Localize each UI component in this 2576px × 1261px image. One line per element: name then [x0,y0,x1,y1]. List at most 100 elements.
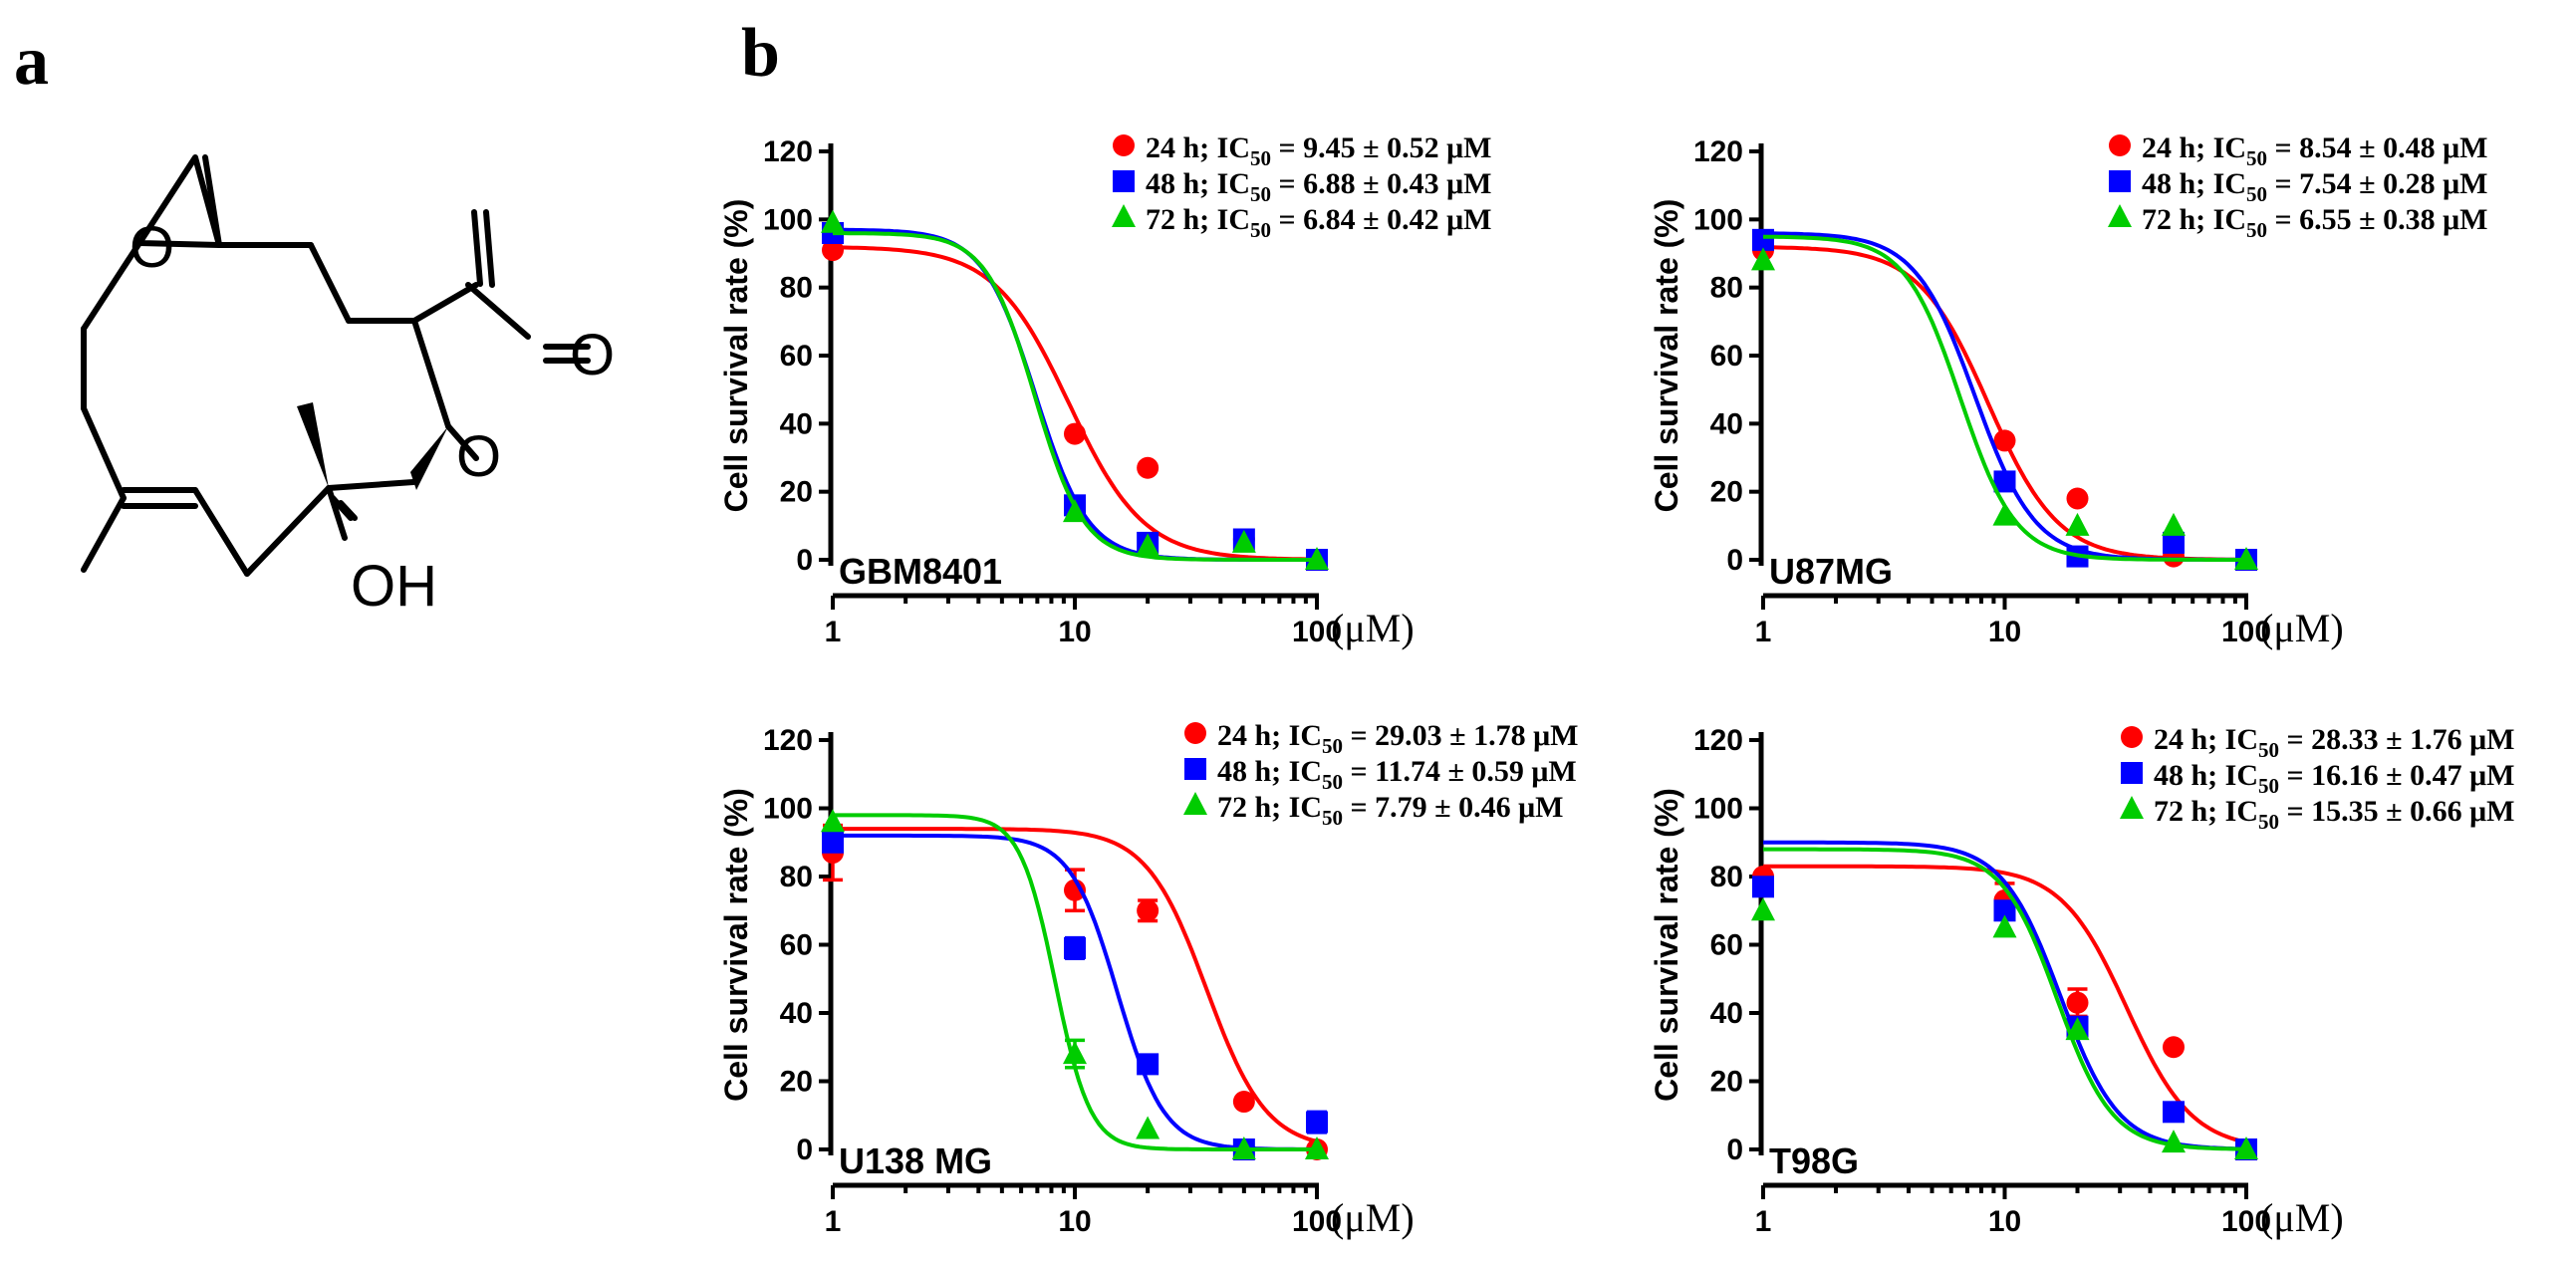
legend-entry: 48 h; IC50 = 7.54 ± 0.28 μM [2109,167,2487,206]
data-point-triangle-marker [2234,547,2258,570]
y-axis-title: Cell survival rate (%) [1649,788,1684,1102]
data-point-triangle-marker [2162,1130,2187,1153]
legend-entry: 48 h; IC50 = 6.88 ± 0.43 μM [1113,167,1491,206]
y-tick-label: 100 [1693,793,1743,826]
y-tick-label: 80 [1710,861,1743,893]
x-tick-label: 100 [1292,616,1342,648]
data-point-square-marker [1993,470,2016,493]
data-point-triangle-marker [821,209,845,233]
y-tick-label: 100 [1693,203,1743,236]
data-point-circle-marker [1064,422,1086,445]
x-tick-label: 100 [2221,616,2271,648]
x-tick-label: 10 [1058,616,1091,648]
fitted-curve [1763,840,2247,1151]
legend-circle-marker [1184,722,1206,744]
legend-entry: 72 h; IC50 = 15.35 ± 0.66 μM [2120,795,2514,834]
fitted-curve [832,245,1318,562]
data-point-triangle-marker [2234,1136,2258,1159]
data-point-circle-marker [1232,1091,1255,1114]
y-tick-label: 60 [780,340,813,373]
data-point-circle-marker [2066,487,2089,510]
legend-label: 48 h; IC50 = 11.74 ± 0.59 μM [1217,755,1577,794]
y-tick-label: 100 [763,203,813,236]
y-tick-label: 20 [1710,476,1743,509]
cell-line-label: U138 MG [839,1140,992,1181]
legend-label: 72 h; IC50 = 15.35 ± 0.66 μM [2154,795,2514,834]
series-72h [821,809,1329,1159]
legend-triangle-marker [2108,204,2132,227]
data-point-triangle-marker [1751,247,1775,271]
legend-circle-marker [2121,726,2143,748]
data-point-triangle-marker [1136,533,1160,557]
panel-label-b: b [741,15,780,92]
y-axis-title: Cell survival rate (%) [1649,199,1684,513]
series-72h [821,209,1329,570]
x-tick-label: 1 [1755,1205,1772,1238]
y-tick-label: 20 [780,1066,813,1099]
data-point-square-marker [2163,531,2186,554]
legend-entry: 72 h; IC50 = 7.79 ± 0.46 μM [1183,791,1563,830]
data-point-circle-marker [1993,429,2016,452]
y-tick-label: 40 [780,407,813,440]
legend-entry: 48 h; IC50 = 16.16 ± 0.47 μM [2121,759,2514,798]
x-tick-label: 100 [2221,1205,2271,1238]
data-point-square-marker [1752,228,1774,251]
data-point-circle-marker [1137,899,1159,922]
legend-entry: 24 h; IC50 = 8.54 ± 0.48 μM [2109,131,2487,170]
y-tick-label: 120 [763,724,813,757]
data-point-triangle-marker [1231,529,1256,553]
legend-circle-marker [1113,134,1135,156]
legend-entry: 72 h; IC50 = 6.55 ± 0.38 μM [2108,203,2487,242]
atom-epoxide-o: O [129,215,174,280]
fitted-curve [833,827,1318,1143]
x-unit-label: (μM) [1331,606,1415,650]
legend-label: 72 h; IC50 = 6.55 ± 0.38 μM [2142,203,2487,242]
legend-entry: 24 h; IC50 = 28.33 ± 1.76 μM [2121,723,2514,762]
data-point-square-marker [822,831,844,854]
legend-label: 24 h; IC50 = 9.45 ± 0.52 μM [1146,131,1491,170]
atom-lactone-o: O [456,424,501,489]
legend-square-marker [1113,170,1135,192]
data-point-triangle-marker [1305,547,1329,570]
series-72h [1751,847,2258,1159]
x-tick-label: 10 [1988,616,2021,648]
legend-label: 72 h; IC50 = 6.84 ± 0.42 μM [1146,203,1491,242]
cell-line-label: U87MG [1769,551,1893,592]
y-axis-title: Cell survival rate (%) [718,788,754,1102]
y-tick-label: 0 [1726,544,1743,577]
series-48h [822,831,1328,1160]
data-point-triangle-marker [2162,512,2187,536]
legend-label: 72 h; IC50 = 7.79 ± 0.46 μM [1217,791,1563,830]
data-point-triangle-marker [1305,1136,1329,1159]
legend-square-marker [1184,758,1206,780]
data-point-square-marker [2163,1101,2186,1124]
data-point-triangle-marker [821,809,845,833]
fitted-curve [1763,847,2247,1151]
data-point-triangle-marker [2065,1017,2090,1041]
data-point-square-marker [1137,1053,1159,1076]
data-point-triangle-marker [1751,897,1775,921]
y-tick-label: 80 [780,272,813,305]
legend-label: 24 h; IC50 = 28.33 ± 1.76 μM [2154,723,2514,762]
y-tick-label: 120 [1693,135,1743,168]
y-tick-label: 120 [763,135,813,168]
legend-entry: 72 h; IC50 = 6.84 ± 0.42 μM [1112,203,1491,242]
y-tick-label: 80 [780,861,813,893]
data-point-triangle-marker [1992,914,2017,938]
data-point-square-marker [1306,1111,1328,1134]
legend-label: 48 h; IC50 = 6.88 ± 0.43 μM [1146,167,1491,206]
data-point-square-marker [1064,936,1086,959]
y-tick-label: 0 [796,544,813,577]
x-unit-label: (μM) [1331,1195,1415,1240]
legend-triangle-marker [2120,796,2144,819]
x-tick-label: 1 [1755,616,1772,648]
y-tick-label: 100 [763,793,813,826]
y-tick-label: 40 [780,997,813,1030]
legend-entry: 48 h; IC50 = 11.74 ± 0.59 μM [1184,755,1577,794]
atom-hydroxyl: OH [351,554,437,619]
